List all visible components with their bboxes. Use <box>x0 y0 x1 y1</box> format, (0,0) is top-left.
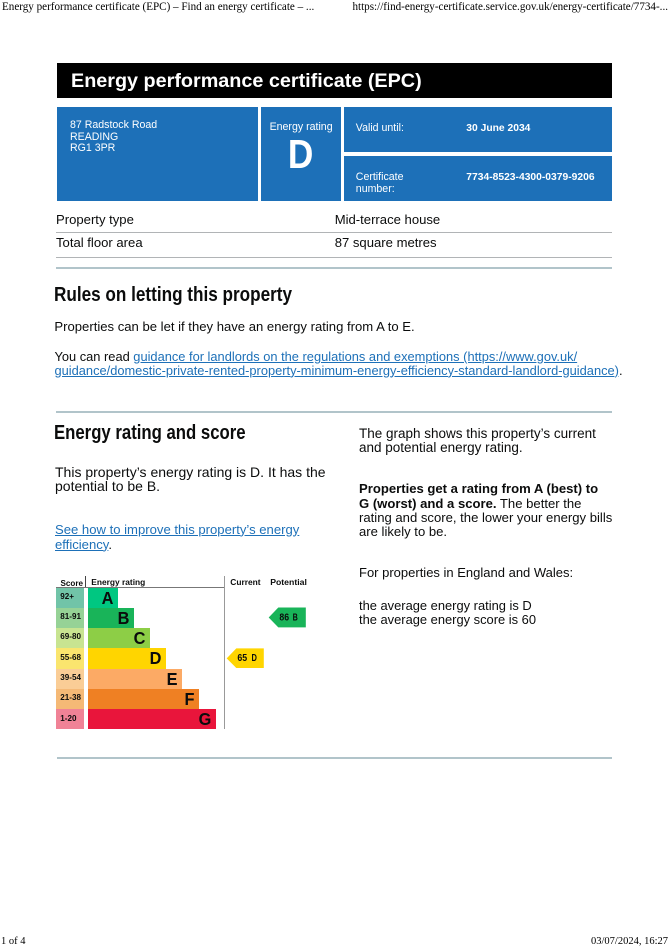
svg-text:86: 86 <box>279 612 289 623</box>
svg-text:65: 65 <box>237 653 247 664</box>
svg-text:B: B <box>292 612 297 623</box>
svg-text:D: D <box>252 653 257 664</box>
